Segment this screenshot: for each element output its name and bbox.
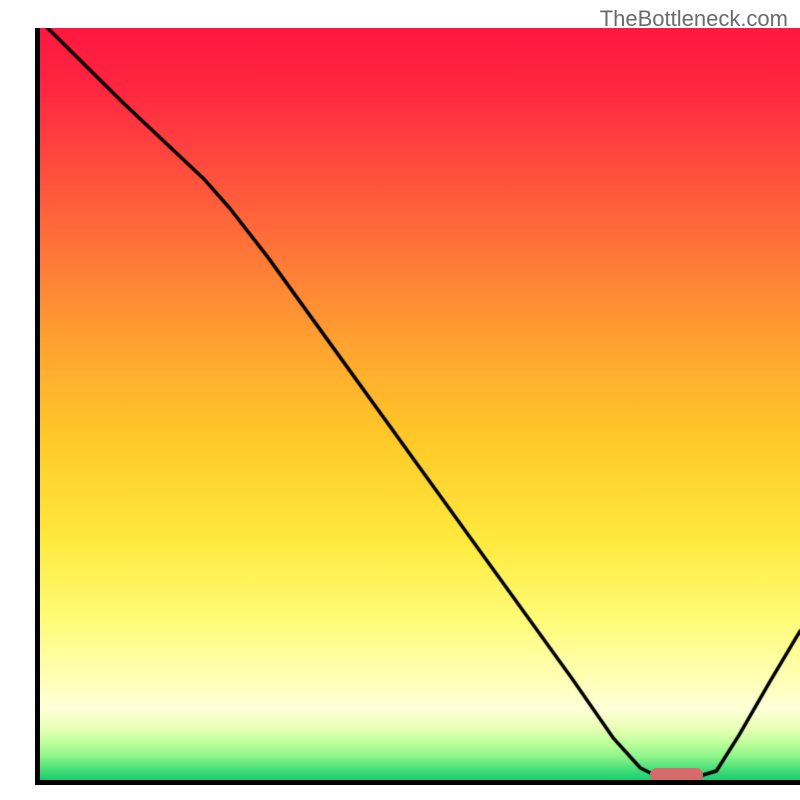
plot-area <box>40 28 800 780</box>
curve-line <box>40 28 800 780</box>
chart-wrapper: TheBottleneck.com <box>0 0 800 800</box>
minimum-marker <box>650 768 703 780</box>
x-axis-line <box>35 780 800 785</box>
